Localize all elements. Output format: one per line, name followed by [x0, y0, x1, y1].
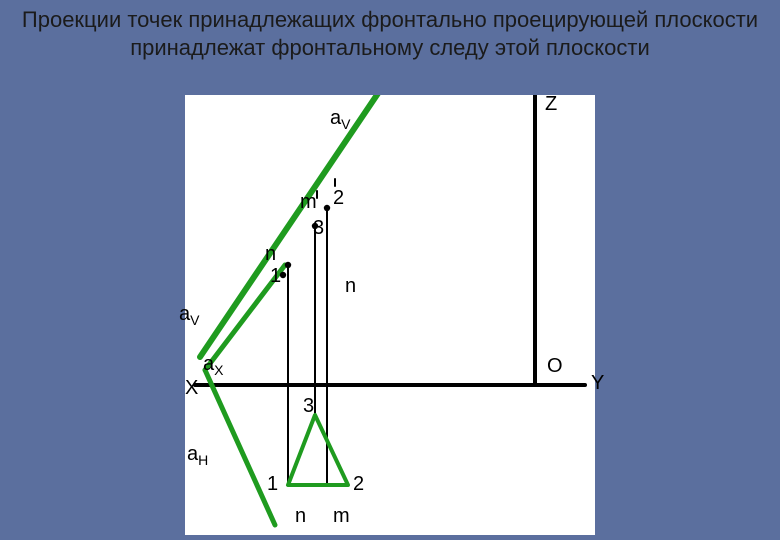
label-1-prime: 1 [270, 265, 281, 288]
label-3-low: 3 [303, 395, 314, 418]
label-1-low: 1 [267, 473, 278, 496]
label-3-prime: 3 [313, 217, 324, 240]
diagram-svg [185, 95, 595, 535]
label-O: O [547, 355, 563, 378]
label-aX: aX [203, 353, 223, 378]
label-2-low: 2 [353, 473, 364, 496]
diagram-panel: Z O Y X aX aV aV aH m 2 3 n 1 n 3 1 2 n … [185, 95, 595, 535]
label-m-low: m [333, 505, 350, 528]
label-2-prime: 2 [333, 187, 344, 210]
label-Y: Y [591, 372, 604, 395]
label-aV-side: aV [179, 303, 199, 328]
label-n-mid: n [345, 275, 356, 298]
label-m-prime: m [300, 191, 317, 214]
title-text: Проекции точек принадлежащих фронтально … [0, 0, 780, 61]
label-n-low: n [295, 505, 306, 528]
label-X: X [185, 377, 198, 400]
label-n-prime: n [265, 243, 276, 266]
label-aV-upper: aV [330, 107, 350, 132]
label-Z: Z [545, 93, 557, 116]
label-aH: aH [187, 443, 208, 468]
